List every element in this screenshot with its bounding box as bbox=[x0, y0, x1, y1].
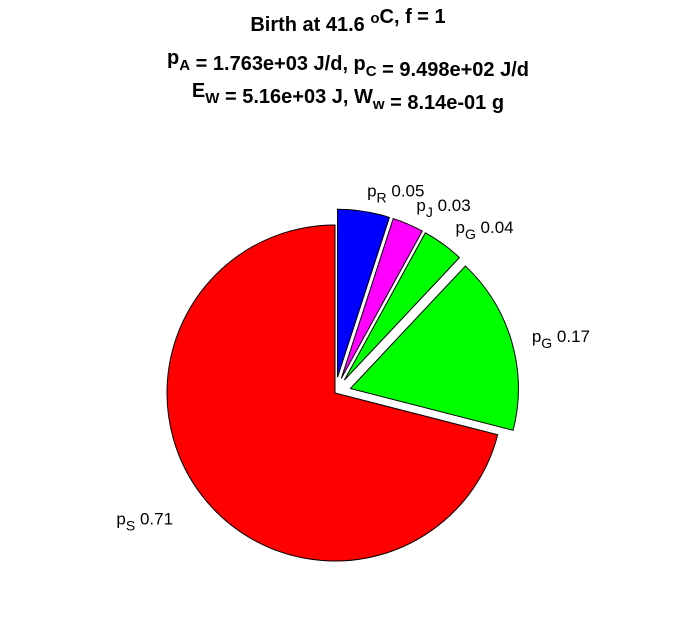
title-line-2-part-5: = 9.498e+02 J/d bbox=[377, 59, 529, 81]
title-line-3-part-5: = 8.14e-01 g bbox=[385, 92, 505, 114]
title-line-1-part-2: o bbox=[370, 10, 379, 27]
slice-label-4: pG 0.17 bbox=[532, 327, 590, 351]
pie-slice-1 bbox=[337, 208, 391, 378]
pie-slice-2 bbox=[340, 217, 423, 379]
pie-slice-4 bbox=[349, 265, 519, 431]
slice-label-1: pR 0.05 bbox=[367, 182, 424, 206]
title-line-2-part-3: = 1.763e+03 J/d, p bbox=[190, 53, 366, 75]
title-line-3-part-1: E bbox=[192, 80, 205, 102]
title-line-2-part-1: p bbox=[167, 47, 179, 69]
title-line-3-part-4: w bbox=[372, 96, 385, 113]
title-line-2: pA = 1.763e+03 J/d, pC = 9.498e+02 J/d bbox=[167, 47, 529, 81]
title-line-1-part-1: Birth at 41.6 bbox=[250, 14, 370, 36]
slice-label-3: pG 0.04 bbox=[455, 218, 513, 242]
slice-label-5: pS 0.71 bbox=[116, 510, 173, 534]
slice-label-2: pJ 0.03 bbox=[416, 196, 470, 220]
pie-slice-5 bbox=[166, 224, 499, 562]
title-line-2-part-4: C bbox=[366, 63, 377, 80]
pie-slice-3 bbox=[343, 232, 461, 381]
title-line-3: EW = 5.16e+03 J, Ww = 8.14e-01 g bbox=[192, 80, 504, 114]
title-line-2-part-2: A bbox=[179, 57, 190, 74]
pie-slices bbox=[166, 208, 519, 562]
chart-title: Birth at 41.6 oC, f = 1 pA = 1.763e+03 J/… bbox=[167, 6, 529, 114]
title-line-3-part-3: = 5.16e+03 J, W bbox=[219, 86, 373, 108]
title-line-3-part-2: W bbox=[205, 90, 220, 107]
title-line-1-part-3: C, f = 1 bbox=[380, 6, 446, 28]
title-line-1: Birth at 41.6 oC, f = 1 bbox=[250, 6, 445, 36]
